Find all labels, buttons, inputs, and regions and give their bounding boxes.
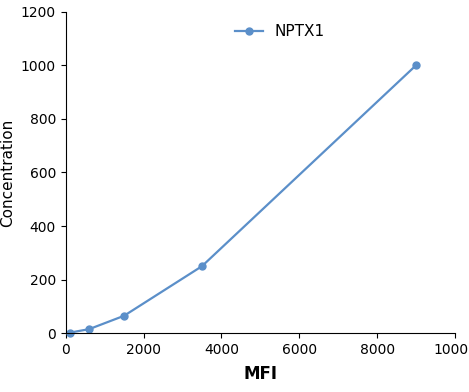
- Y-axis label: Concentration: Concentration: [0, 118, 15, 227]
- NPTX1: [121, 314, 127, 318]
- Legend: NPTX1: NPTX1: [229, 18, 331, 45]
- X-axis label: MFI: MFI: [243, 365, 277, 383]
- NPTX1: [199, 264, 204, 269]
- NPTX1: [413, 63, 419, 68]
- NPTX1: [67, 330, 72, 335]
- NPTX1: [86, 327, 92, 332]
- Line: NPTX1: NPTX1: [66, 62, 419, 336]
